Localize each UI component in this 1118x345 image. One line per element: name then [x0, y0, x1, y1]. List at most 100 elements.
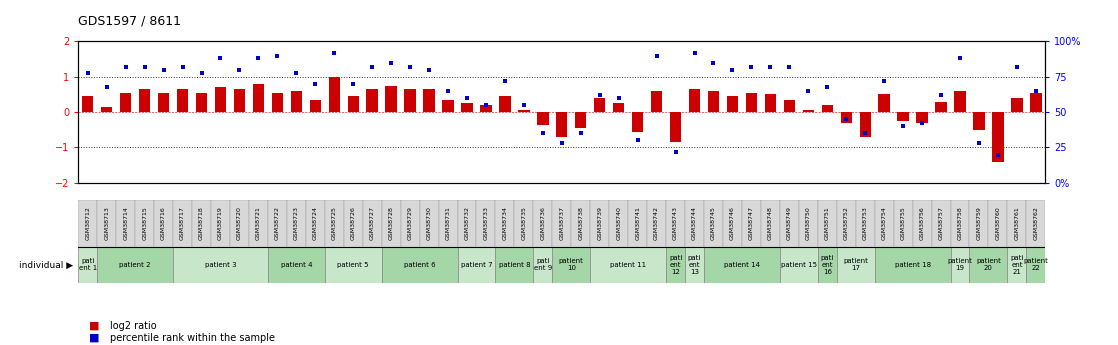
Bar [419, 200, 438, 247]
Bar [723, 200, 742, 247]
Bar [704, 200, 723, 247]
Bar [879, 95, 890, 112]
Text: GSM38715: GSM38715 [142, 207, 148, 240]
Text: patient 4: patient 4 [281, 262, 312, 268]
Bar [348, 96, 359, 112]
Bar [784, 100, 795, 112]
Bar [310, 100, 321, 112]
Bar [950, 247, 969, 283]
Bar [590, 200, 609, 247]
Bar [912, 200, 931, 247]
Text: GSM38745: GSM38745 [711, 206, 716, 240]
Bar [670, 112, 681, 142]
Text: patient 18: patient 18 [894, 262, 930, 268]
Bar [1026, 247, 1045, 283]
Bar [306, 200, 324, 247]
Text: GSM38739: GSM38739 [597, 206, 603, 240]
Bar [537, 112, 549, 125]
Bar [666, 200, 685, 247]
Bar [343, 200, 362, 247]
Bar [116, 200, 135, 247]
Bar [628, 200, 647, 247]
Bar [974, 112, 985, 130]
Text: GSM38732: GSM38732 [464, 206, 470, 240]
Text: pati
ent
16: pati ent 16 [821, 255, 834, 275]
Bar [685, 200, 704, 247]
Text: GSM38724: GSM38724 [313, 206, 318, 240]
Bar [215, 87, 226, 112]
Text: GSM38720: GSM38720 [237, 206, 241, 240]
Bar [950, 200, 969, 247]
Bar [230, 200, 249, 247]
Bar [799, 200, 817, 247]
Bar [97, 247, 173, 283]
Bar [234, 89, 245, 112]
Text: patient 8: patient 8 [499, 262, 530, 268]
Bar [780, 200, 799, 247]
Bar [400, 200, 419, 247]
Bar [988, 200, 1007, 247]
Text: GSM38748: GSM38748 [768, 206, 773, 240]
Text: individual ▶: individual ▶ [19, 260, 73, 269]
Text: GSM38722: GSM38722 [275, 206, 280, 240]
Bar [139, 89, 150, 112]
Bar [651, 91, 662, 112]
Text: ■: ■ [89, 333, 100, 343]
Bar [362, 200, 381, 247]
Bar [173, 247, 268, 283]
Text: percentile rank within the sample: percentile rank within the sample [110, 333, 275, 343]
Bar [518, 110, 530, 112]
Text: GSM38759: GSM38759 [976, 206, 982, 240]
Text: GSM38756: GSM38756 [920, 207, 925, 240]
Text: patient
17: patient 17 [843, 258, 869, 271]
Bar [822, 105, 833, 112]
Bar [613, 103, 624, 112]
Bar [97, 200, 116, 247]
Bar [177, 89, 188, 112]
Bar [836, 200, 855, 247]
Bar [386, 86, 397, 112]
Bar [969, 247, 1007, 283]
Text: patient 15: patient 15 [780, 262, 817, 268]
Bar [742, 200, 761, 247]
Text: GDS1597 / 8611: GDS1597 / 8611 [78, 14, 181, 28]
Text: pati
ent 9: pati ent 9 [533, 258, 552, 271]
Bar [82, 96, 94, 112]
Bar [765, 95, 776, 112]
Text: patient 2: patient 2 [120, 262, 151, 268]
Text: GSM38743: GSM38743 [673, 206, 679, 240]
Bar [874, 247, 950, 283]
Bar [803, 110, 814, 112]
Text: GSM38729: GSM38729 [408, 206, 413, 240]
Bar [329, 77, 340, 112]
Bar [78, 247, 97, 283]
Bar [462, 103, 473, 112]
Bar [78, 200, 97, 247]
Bar [552, 247, 590, 283]
Text: GSM38725: GSM38725 [332, 206, 337, 240]
Bar [746, 93, 757, 112]
Bar [666, 247, 685, 283]
Text: log2 ratio: log2 ratio [110, 321, 157, 331]
Bar [443, 100, 454, 112]
Bar [969, 200, 988, 247]
Text: GSM38744: GSM38744 [692, 206, 697, 240]
Bar [552, 200, 571, 247]
Text: GSM38757: GSM38757 [938, 206, 944, 240]
Text: GSM38719: GSM38719 [218, 206, 222, 240]
Text: patient
19: patient 19 [948, 258, 973, 271]
Bar [495, 200, 514, 247]
Text: pati
ent 1: pati ent 1 [78, 258, 97, 271]
Text: GSM38746: GSM38746 [730, 206, 735, 240]
Text: GSM38726: GSM38726 [351, 206, 356, 240]
Bar [514, 200, 533, 247]
Text: patient
22: patient 22 [1023, 258, 1049, 271]
Bar [192, 200, 211, 247]
Text: GSM38731: GSM38731 [445, 206, 451, 240]
Text: GSM38735: GSM38735 [521, 206, 527, 240]
Text: pati
ent
12: pati ent 12 [669, 255, 682, 275]
Bar [874, 200, 893, 247]
Bar [405, 89, 416, 112]
Text: GSM38721: GSM38721 [256, 206, 260, 240]
Bar [993, 112, 1004, 161]
